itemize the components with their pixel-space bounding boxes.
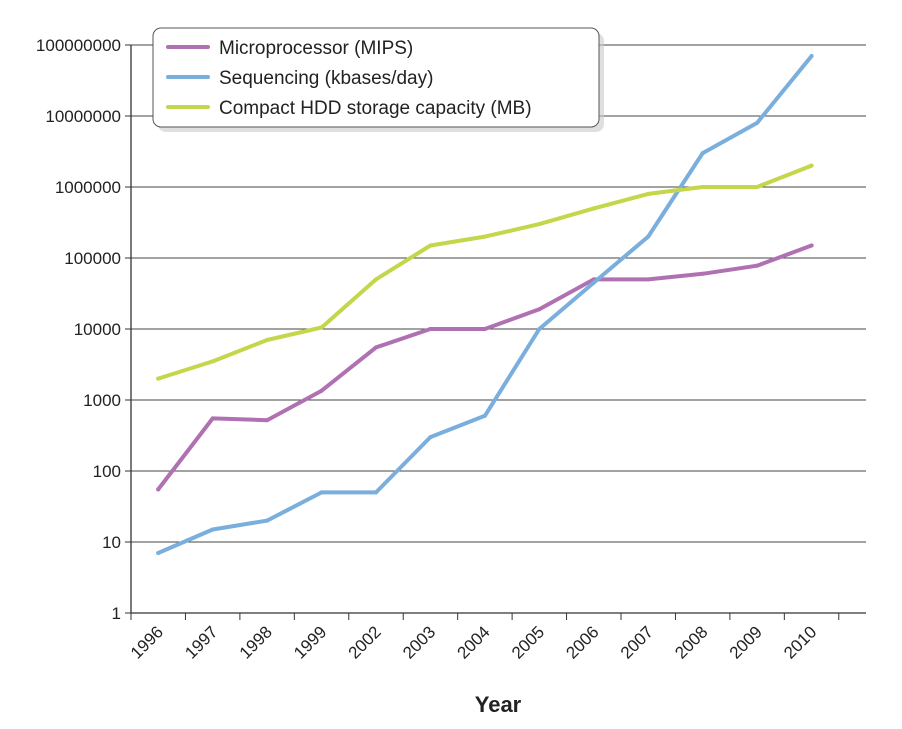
y-tick-label: 100000 <box>64 249 121 268</box>
legend-box <box>152 27 600 128</box>
x-tick-label: 1997 <box>181 622 221 662</box>
y-tick-label: 1 <box>112 604 121 623</box>
x-tick-label: 2002 <box>345 622 385 662</box>
legend: Microprocessor (MIPS) Sequencing (kbases/… <box>152 27 604 132</box>
data-point <box>210 416 215 421</box>
y-tick-label: 1000 <box>83 391 121 410</box>
data-point <box>755 120 760 125</box>
data-point <box>646 234 651 239</box>
data-point <box>156 376 161 381</box>
series-lines <box>156 53 814 555</box>
data-point <box>156 550 161 555</box>
data-point <box>428 243 433 248</box>
x-tick-label: 2008 <box>671 622 711 662</box>
data-point <box>646 277 651 282</box>
x-tick-label: 1996 <box>127 622 167 662</box>
x-tick-label: 2004 <box>454 622 494 662</box>
data-point <box>482 327 487 331</box>
data-point <box>210 527 215 532</box>
y-tick-label: 100 <box>93 462 121 481</box>
x-tick-label: 2007 <box>617 622 657 662</box>
y-tick-labels: 100000000 10000000 1000000 100000 10000 1000 1… <box>36 36 121 623</box>
data-point <box>809 163 814 168</box>
y-tick-label: 10000000 <box>45 107 121 126</box>
data-point <box>809 53 814 58</box>
data-point <box>537 222 542 227</box>
data-point <box>591 280 596 285</box>
data-point <box>646 191 651 196</box>
data-point <box>265 337 270 342</box>
data-point <box>428 435 433 440</box>
data-point <box>755 185 760 189</box>
y-tick-label: 100000000 <box>36 36 121 55</box>
y-tick-label: 10000 <box>74 320 121 339</box>
x-axis-title: Year <box>475 692 522 717</box>
y-tick-label: 10 <box>102 533 121 552</box>
data-point <box>700 151 705 156</box>
series-line-microprocessor-mips <box>156 243 814 492</box>
data-point <box>428 327 433 331</box>
axes <box>130 45 866 614</box>
data-point <box>809 243 814 248</box>
data-point <box>374 277 378 282</box>
data-point <box>374 345 378 350</box>
data-point <box>700 185 705 189</box>
x-tick-label: 2006 <box>562 622 602 662</box>
data-point <box>755 263 760 268</box>
legend-label: Sequencing (kbases/day) <box>219 68 433 89</box>
data-point <box>482 234 487 239</box>
data-point <box>265 518 270 523</box>
data-point <box>700 271 705 276</box>
x-tick-label: 2005 <box>508 622 548 662</box>
data-point <box>319 490 324 495</box>
x-tick-label: 2003 <box>399 622 439 662</box>
legend-label: Compact HDD storage capacity (MB) <box>219 98 532 119</box>
x-tick-label: 2010 <box>780 622 820 662</box>
legend-label: Microprocessor (MIPS) <box>219 38 413 59</box>
data-point <box>319 325 324 330</box>
data-point <box>374 490 378 495</box>
data-point <box>210 359 215 364</box>
data-point <box>537 327 542 331</box>
data-point <box>591 206 596 211</box>
x-tick-label: 1998 <box>236 622 276 662</box>
data-point <box>156 487 161 492</box>
x-tick-label: 1999 <box>290 622 330 662</box>
x-tick-label: 2009 <box>726 622 766 662</box>
data-point <box>319 388 324 393</box>
x-tick-labels: 1996 1997 1998 1999 2002 2003 2004 2005 2006 2007… <box>127 622 821 662</box>
data-point <box>265 418 270 423</box>
data-point <box>482 413 487 418</box>
data-point <box>537 307 542 312</box>
y-tick-label: 1000000 <box>55 178 121 197</box>
